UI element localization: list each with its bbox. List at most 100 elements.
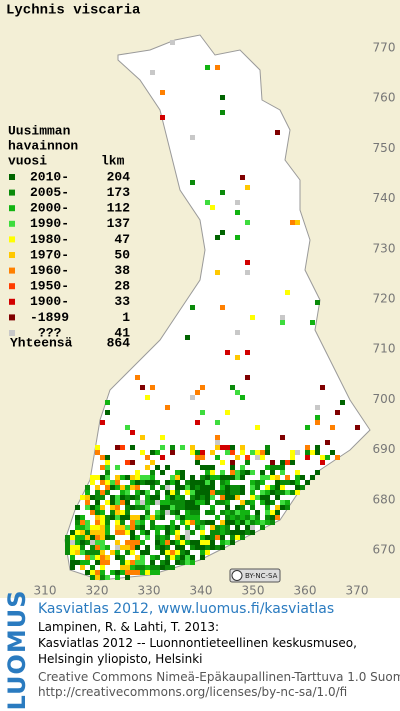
occurrence-cell: [95, 475, 100, 480]
occurrence-cell: [230, 520, 235, 525]
occurrence-cell: [315, 415, 320, 420]
occurrence-cell: [210, 480, 215, 485]
occurrence-cell: [140, 500, 145, 505]
occurrence-cell: [185, 550, 190, 555]
occurrence-cell: [105, 475, 110, 480]
occurrence-cell: [85, 555, 90, 560]
occurrence-cell: [245, 520, 250, 525]
badge-text: BY-NC-SA: [245, 572, 278, 580]
occurrence-cell: [290, 450, 295, 455]
occurrence-cell: [240, 450, 245, 455]
occurrence-cell: [100, 555, 105, 560]
legend-count: 1: [122, 310, 130, 325]
occurrence-cell: [250, 495, 255, 500]
occurrence-cell: [245, 455, 250, 460]
occurrence-cell: [130, 485, 135, 490]
occurrence-cell: [320, 455, 325, 460]
occurrence-cell: [195, 545, 200, 550]
occurrence-cell: [245, 470, 250, 475]
occurrence-cell: [195, 480, 200, 485]
grid-labels: 310 320 330 340 350 360 370 770 760 750 740 730 720 7…: [34, 41, 396, 598]
occurrence-cell: [65, 535, 70, 540]
occurrence-cell: [145, 395, 150, 400]
occurrence-cell: [270, 515, 275, 520]
occurrence-cell: [120, 555, 125, 560]
occurrence-cell: [210, 495, 215, 500]
occurrence-cell: [140, 435, 145, 440]
occurrence-cell: [150, 515, 155, 520]
occurrence-cell: [210, 205, 215, 210]
occurrence-cell: [210, 450, 215, 455]
grid-y-label: 770: [373, 41, 396, 55]
occurrence-cell: [90, 575, 95, 580]
occurrence-cell: [65, 540, 70, 545]
occurrence-cell: [150, 520, 155, 525]
license-line[interactable]: http://creativecommons.org/licenses/by-n…: [38, 685, 348, 699]
occurrence-cell: [140, 570, 145, 575]
occurrence-cell: [185, 480, 190, 485]
occurrence-cell: [185, 490, 190, 495]
occurrence-cell: [195, 485, 200, 490]
occurrence-cell: [160, 455, 165, 460]
occurrence-cell: [110, 535, 115, 540]
occurrence-cell: [195, 490, 200, 495]
occurrence-cell: [175, 535, 180, 540]
occurrence-cell: [125, 560, 130, 565]
occurrence-cell: [280, 505, 285, 510]
occurrence-cell: [115, 475, 120, 480]
grid-x-label: 340: [190, 584, 213, 598]
occurrence-cell: [155, 565, 160, 570]
occurrence-cell: [80, 560, 85, 565]
occurrence-cell: [235, 535, 240, 540]
occurrence-cell: [310, 320, 315, 325]
occurrence-cell: [260, 495, 265, 500]
occurrence-cell: [155, 510, 160, 515]
occurrence-cell: [245, 460, 250, 465]
occurrence-cell: [220, 490, 225, 495]
footer-link[interactable]: Kasviatlas 2012, www.luomus.fi/kasviatla…: [38, 601, 335, 617]
occurrence-cell: [195, 420, 200, 425]
occurrence-cell: [220, 500, 225, 505]
occurrence-cell: [75, 545, 80, 550]
occurrence-cell: [150, 560, 155, 565]
occurrence-cell: [200, 475, 205, 480]
grid-x-label: 330: [138, 584, 161, 598]
occurrence-cell: [140, 520, 145, 525]
occurrence-cell: [120, 560, 125, 565]
occurrence-cell: [140, 475, 145, 480]
occurrence-cell: [250, 500, 255, 505]
occurrence-cell: [205, 65, 210, 70]
occurrence-cell: [170, 450, 175, 455]
occurrence-cell: [200, 480, 205, 485]
occurrence-cell: [215, 420, 220, 425]
occurrence-cell: [160, 485, 165, 490]
occurrence-cell: [75, 505, 80, 510]
legend-swatch: [9, 174, 15, 180]
occurrence-cell: [215, 235, 220, 240]
occurrence-cell: [160, 525, 165, 530]
occurrence-cell: [165, 560, 170, 565]
occurrence-cell: [130, 430, 135, 435]
occurrence-cell: [175, 470, 180, 475]
occurrence-cell: [195, 390, 200, 395]
occurrence-cell: [285, 475, 290, 480]
occurrence-cell: [215, 440, 220, 445]
occurrence-cell: [195, 525, 200, 530]
occurrence-cell: [145, 505, 150, 510]
occurrence-cell: [280, 435, 285, 440]
occurrence-cell: [235, 495, 240, 500]
occurrence-cell: [120, 520, 125, 525]
occurrence-cell: [325, 440, 330, 445]
occurrence-cell: [95, 550, 100, 555]
occurrence-cell: [160, 550, 165, 555]
occurrence-cell: [130, 525, 135, 530]
occurrence-cell: [120, 495, 125, 500]
occurrence-cell: [215, 435, 220, 440]
occurrence-cell: [190, 510, 195, 515]
legend-swatch: [9, 220, 15, 227]
occurrence-cell: [210, 525, 215, 530]
occurrence-cell: [255, 425, 260, 430]
occurrence-cell: [120, 475, 125, 480]
occurrence-cell: [240, 485, 245, 490]
